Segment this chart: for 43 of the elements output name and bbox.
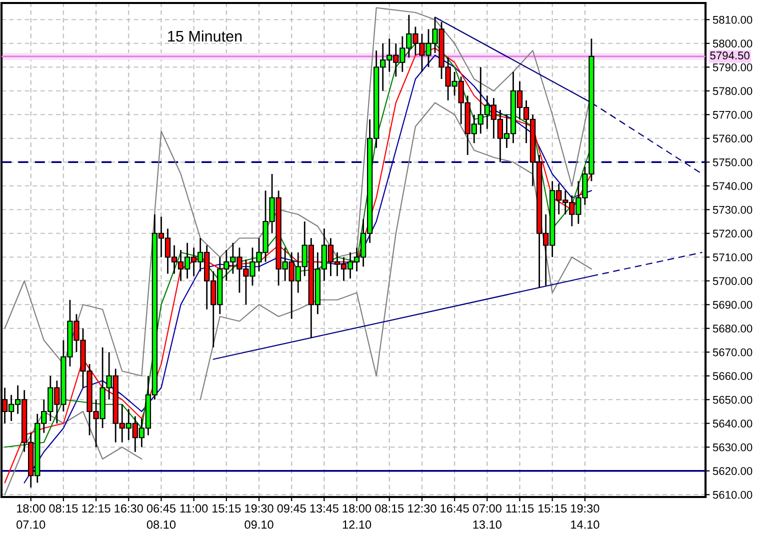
x-tick-label: 16:30	[114, 504, 143, 513]
x-tick-label: 08:15	[375, 504, 404, 513]
y-tick-label: 5680.00	[712, 324, 752, 333]
line-series	[4, 410, 142, 496]
x-tick-label: 18:00 07.10	[16, 504, 46, 529]
x-tick-label: 15:15	[538, 504, 567, 513]
x-tick-label: 18:00 12.10	[342, 504, 372, 529]
y-tick-label: 5640.00	[712, 420, 752, 428]
y-tick-label: 5740.00	[712, 182, 752, 190]
y-tick-label: 5790.00	[712, 63, 752, 72]
y-tick-label: 5620.00	[712, 467, 752, 476]
text: 15 Minuten	[168, 30, 242, 42]
y-tick-label: 5800.00	[712, 40, 752, 48]
y-tick-label: 5670.00	[712, 348, 752, 356]
x-tick-label: 08:15	[49, 504, 78, 513]
x-tick-label: 06:45 08.10	[146, 504, 176, 529]
y-tick-label: 5710.00	[712, 253, 752, 262]
x-tick-label: 07:00 13.10	[472, 504, 502, 529]
y-tick-label: 5610.00	[712, 490, 752, 499]
x-tick-label: 16:45	[440, 504, 469, 513]
x-tick-label: 19:30 14.10	[571, 504, 600, 529]
x-tick-label: 13:45	[310, 504, 338, 513]
x-tick-label: 19:30 09.10	[244, 504, 274, 529]
x-tick-label: 12:30	[408, 504, 436, 513]
y-tick-label: 5720.00	[712, 230, 752, 238]
y-tick-label: 5690.00	[712, 300, 752, 309]
y-tick-label: 5750.00	[712, 158, 752, 166]
x-tick-label: 11:15	[506, 504, 534, 513]
y-tick-label: 5700.00	[712, 277, 752, 286]
x-tick-label: 15:15	[212, 504, 241, 513]
ref-line-label: 5794.50	[710, 52, 750, 60]
y-tick-label: 5650.00	[712, 396, 752, 404]
y-tick-label: 5630.00	[712, 443, 752, 452]
y-tick-label: 5730.00	[712, 206, 752, 214]
x-tick-label: 12:15	[82, 504, 110, 513]
y-tick-label: 5810.00	[712, 16, 752, 24]
line-series	[200, 102, 592, 400]
y-tick-label: 5760.00	[712, 134, 752, 143]
y-tick-label: 5770.00	[712, 110, 752, 119]
x-tick-label: 11:00	[180, 504, 208, 513]
y-tick-label: 5660.00	[712, 372, 752, 380]
y-tick-label: 5780.00	[712, 87, 752, 96]
x-tick-label: 09:45	[277, 504, 306, 513]
